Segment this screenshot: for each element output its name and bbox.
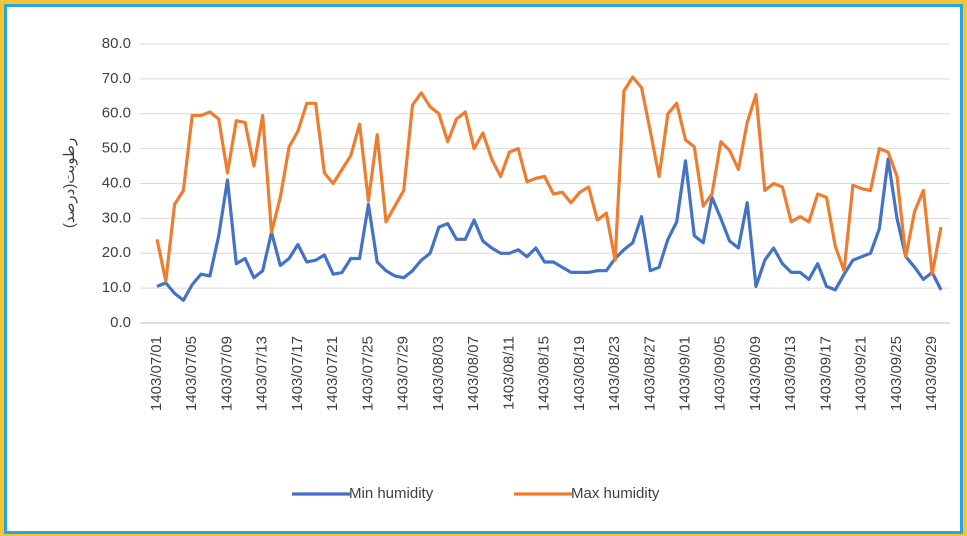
y-tick-label: 70.0 [102, 70, 131, 87]
x-tick-label: 1403/08/15 [536, 336, 553, 411]
legend-label: Max humidity [571, 485, 660, 502]
x-tick-label: 1403/08/07 [465, 336, 482, 411]
y-axis-label: رطوبت(درصد) [61, 138, 78, 228]
y-tick-label: 80.0 [102, 35, 131, 52]
x-tick-label: 1403/07/05 [183, 336, 200, 411]
y-tick-label: 60.0 [102, 105, 131, 122]
x-tick-label: 1403/08/19 [571, 336, 588, 411]
x-tick-label: 1403/07/13 [254, 336, 271, 411]
y-tick-label: 10.0 [102, 279, 131, 296]
x-tick-label: 1403/09/01 [677, 336, 694, 411]
x-tick-label: 1403/07/01 [148, 336, 165, 411]
y-tick-label: 50.0 [102, 140, 131, 157]
x-tick-label: 1403/07/29 [395, 336, 412, 411]
x-tick-label: 1403/09/13 [782, 336, 799, 411]
x-tick-label: 1403/08/03 [430, 336, 447, 411]
y-tick-label: 0.0 [110, 314, 131, 331]
x-tick-label: 1403/09/21 [853, 336, 870, 411]
y-tick-label: 40.0 [102, 174, 131, 191]
legend-label: Min humidity [349, 485, 434, 502]
x-tick-label: 1403/08/23 [606, 336, 623, 411]
x-tick-label: 1403/09/09 [747, 336, 764, 411]
x-tick-label: 1403/07/21 [324, 336, 341, 411]
series-line [155, 75, 943, 283]
x-tick-label: 1403/09/25 [888, 336, 905, 411]
y-tick-label: 30.0 [102, 209, 131, 226]
x-tick-label: 1403/07/09 [218, 336, 235, 411]
x-tick-label: 1403/08/27 [641, 336, 658, 411]
series-line [156, 157, 943, 302]
y-tick-label: 20.0 [102, 244, 131, 261]
x-tick-label: 1403/09/17 [817, 336, 834, 411]
x-tick-label: 1403/08/11 [500, 336, 517, 410]
x-tick-label: 1403/07/25 [359, 336, 376, 411]
x-tick-label: 1403/09/29 [923, 336, 940, 411]
x-tick-label: 1403/09/05 [712, 336, 729, 411]
x-tick-label: 1403/07/17 [289, 336, 306, 411]
